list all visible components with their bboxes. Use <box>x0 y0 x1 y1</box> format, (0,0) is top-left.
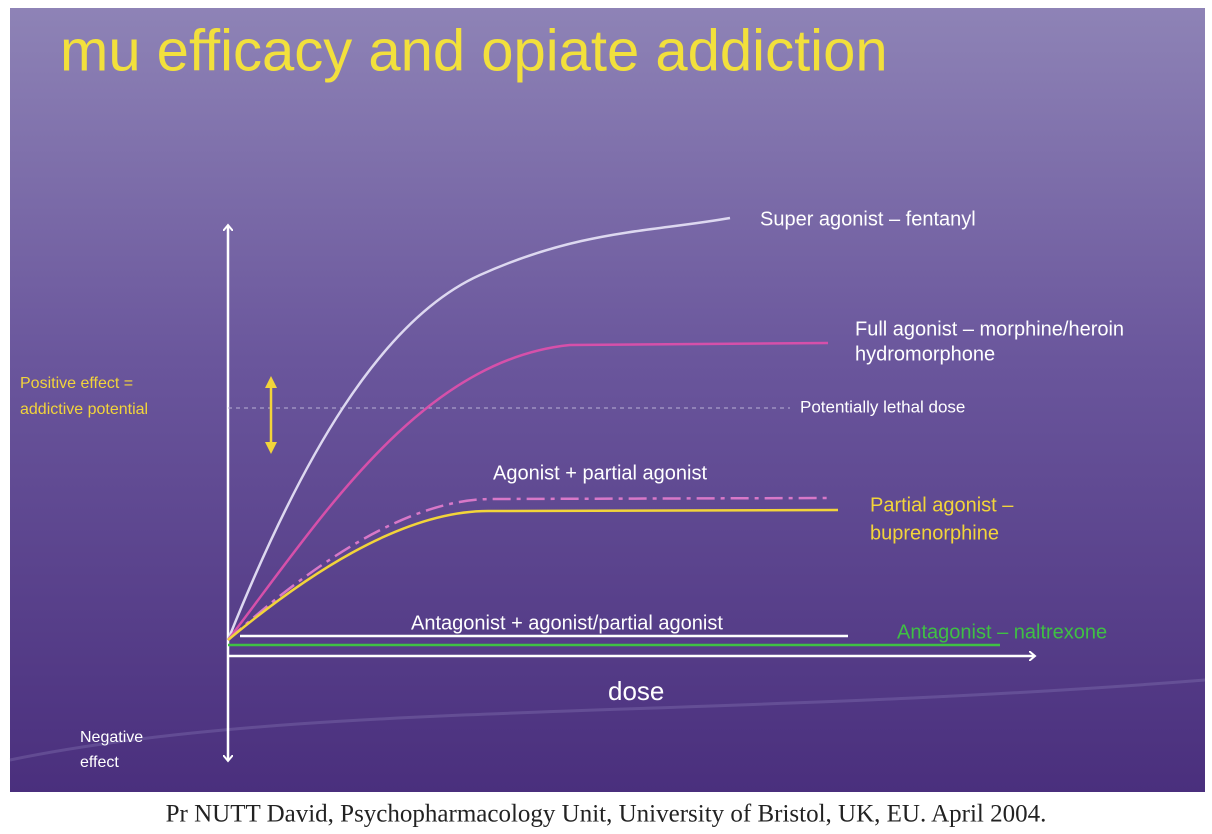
axis-label: addictive potential <box>20 401 148 418</box>
axis-label: dose <box>608 676 664 706</box>
curve-label: Partial agonist – <box>870 494 1014 516</box>
curve-label: hydromorphone <box>855 343 995 365</box>
partial-agonist-curve <box>227 508 839 641</box>
axis-label: effect <box>80 754 119 771</box>
fentanyl-curve <box>226 216 731 641</box>
curve-label: Antagonist + agonist/partial agonist <box>411 612 723 634</box>
axis-label: Negative <box>80 729 143 746</box>
background <box>10 8 1205 792</box>
threshold-label: Potentially lethal dose <box>800 397 965 416</box>
curve-label: Super agonist – fentanyl <box>760 208 976 230</box>
curve-label: Full agonist – morphine/heroin <box>855 318 1124 340</box>
axis-label: Positive effect = <box>20 375 133 392</box>
combined-curve <box>227 496 831 641</box>
decoration <box>9 678 1206 762</box>
footer: Pr NUTT David, Psychopharmacology Unit, … <box>166 801 1047 828</box>
curve-label: Agonist + partial agonist <box>493 462 707 484</box>
title: mu efficacy and opiate addiction <box>60 18 888 83</box>
full-agonist-curve <box>227 341 829 641</box>
curve-label: Antagonist – naltrexone <box>897 621 1107 643</box>
curve-label: buprenorphine <box>870 522 999 544</box>
